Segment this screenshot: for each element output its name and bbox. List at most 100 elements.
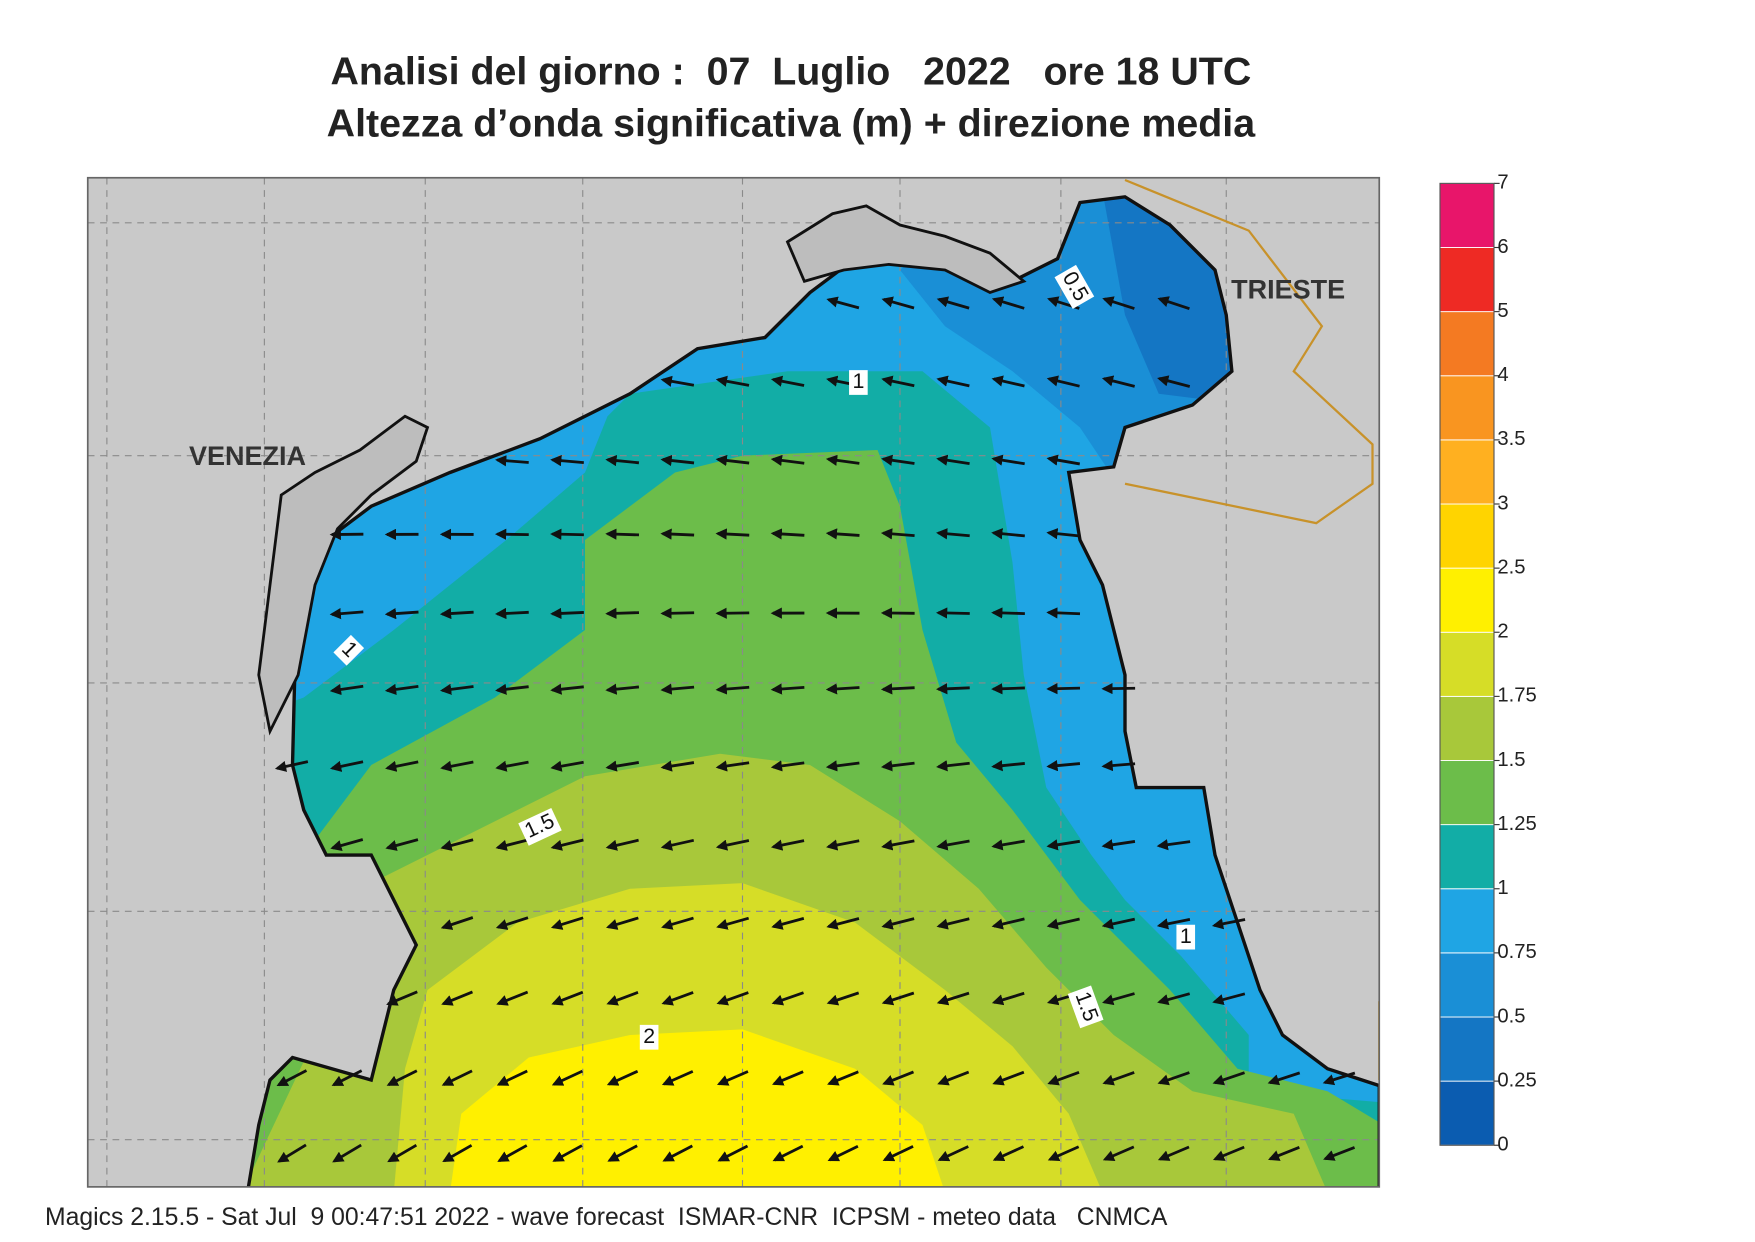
arrow — [550, 838, 584, 851]
arrow — [660, 760, 695, 772]
arrow — [827, 1144, 859, 1162]
colorbar-swatch — [1439, 439, 1495, 505]
arrow — [661, 1070, 694, 1086]
colorbar-tick-label: 0.25 — [1497, 1069, 1536, 1091]
arrow — [605, 760, 640, 772]
colorbar-swatch — [1439, 631, 1495, 697]
arrow — [660, 454, 695, 467]
arrow — [716, 991, 749, 1006]
arrow — [1157, 992, 1191, 1006]
colorbar-swatch — [1439, 888, 1495, 954]
arrow — [660, 528, 695, 540]
arrow — [1102, 1071, 1135, 1086]
colorbar-tick-label: 3 — [1497, 492, 1508, 514]
arrow — [881, 917, 915, 930]
arrow — [606, 991, 639, 1006]
place-label: TRIESTE — [1231, 275, 1345, 305]
arrow — [662, 1144, 693, 1162]
arrow — [1101, 917, 1136, 930]
arrow — [1267, 1071, 1301, 1086]
contour-label-box — [849, 370, 868, 395]
colorbar-tick-label: 1 — [1497, 877, 1508, 899]
arrow — [826, 839, 860, 851]
arrow — [551, 1069, 584, 1086]
arrow — [274, 760, 309, 772]
arrow — [550, 528, 584, 540]
arrow — [1101, 375, 1135, 388]
arrow — [881, 839, 915, 851]
land-coast — [785, 204, 1027, 295]
lagoon — [257, 414, 430, 736]
arrow — [1102, 992, 1135, 1006]
arrow — [386, 990, 418, 1006]
arrow — [1212, 1071, 1245, 1086]
arrow — [605, 838, 639, 851]
arrow — [1102, 296, 1135, 310]
arrow — [551, 990, 584, 1006]
arrow — [661, 916, 694, 930]
arrow — [771, 916, 805, 930]
arrow — [992, 1070, 1025, 1086]
colorbar-tick-label: 6 — [1497, 236, 1508, 258]
arrow — [276, 1069, 308, 1087]
colorbar-tick-label: 2 — [1497, 621, 1508, 643]
arrow — [1101, 839, 1136, 851]
arrow — [826, 296, 860, 310]
arrow — [495, 683, 529, 695]
arrow — [440, 760, 474, 772]
colorbar-swatch — [1439, 760, 1495, 826]
arrow — [936, 296, 970, 310]
arrow — [495, 455, 529, 467]
arrow — [277, 1143, 307, 1163]
colorbar-frame — [1439, 182, 1495, 1146]
arrow — [496, 990, 529, 1006]
arrow — [991, 760, 1025, 772]
colorbar-swatch — [1439, 503, 1495, 569]
arrow — [1102, 1145, 1135, 1161]
contour-label-group: 1 — [849, 369, 868, 395]
arrow — [332, 1143, 362, 1163]
arrow — [660, 375, 695, 387]
contour-label: 1 — [852, 369, 864, 393]
arrow — [936, 607, 970, 619]
arrow — [992, 1145, 1025, 1162]
arrow — [991, 839, 1025, 851]
colorbar-swatch — [1439, 247, 1495, 313]
arrow — [550, 455, 584, 467]
arrow — [827, 1070, 859, 1086]
arrow — [771, 991, 804, 1006]
arrow — [441, 990, 473, 1006]
arrow — [882, 1070, 915, 1086]
arrow — [660, 607, 695, 619]
arrow — [660, 683, 695, 695]
arrow — [1047, 1070, 1080, 1086]
arrow — [881, 375, 915, 388]
subtitle: Altezza d’onda significativa (m) + direz… — [327, 101, 1257, 145]
arrow — [605, 683, 640, 695]
arrow — [715, 454, 750, 467]
arrow — [495, 838, 529, 851]
arrow — [1046, 839, 1081, 851]
arrow — [991, 991, 1025, 1006]
footer: Magics 2.15.5 - Sat Jul 9 00:47:51 2022 … — [45, 1204, 1168, 1231]
arrow — [770, 760, 805, 772]
colorbar-swatch — [1439, 952, 1495, 1018]
arrow — [882, 1145, 914, 1162]
arrow — [440, 838, 474, 851]
arrow — [936, 760, 970, 772]
arrow — [770, 375, 805, 387]
arrow — [716, 916, 750, 930]
arrow — [439, 607, 474, 620]
arrow — [826, 991, 860, 1006]
arrow — [605, 607, 640, 619]
arrow — [1101, 682, 1136, 695]
arrow — [715, 528, 750, 540]
arrow — [607, 1144, 638, 1162]
colorbar-tick-label: 1.5 — [1497, 749, 1525, 771]
arrow — [825, 528, 860, 540]
colorbar-swatch — [1439, 311, 1495, 377]
arrow — [550, 683, 584, 695]
arrow — [495, 607, 529, 620]
arrow — [1211, 918, 1246, 930]
